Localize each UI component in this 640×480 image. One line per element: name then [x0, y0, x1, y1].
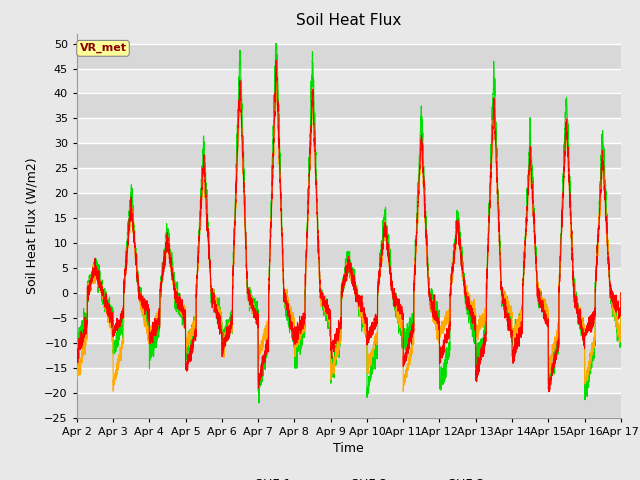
- Text: VR_met: VR_met: [79, 43, 127, 53]
- Legend: SHF 1, SHF 2, SHF 3: SHF 1, SHF 2, SHF 3: [209, 473, 489, 480]
- Bar: [77, 293, 621, 318]
- Bar: [77, 318, 621, 343]
- Y-axis label: Soil Heat Flux (W/m2): Soil Heat Flux (W/m2): [26, 157, 38, 294]
- Bar: [77, 44, 621, 69]
- Bar: [77, 343, 621, 368]
- Title: Soil Heat Flux: Soil Heat Flux: [296, 13, 401, 28]
- Bar: [77, 393, 621, 418]
- Bar: [77, 268, 621, 293]
- Bar: [77, 193, 621, 218]
- Bar: [77, 168, 621, 193]
- Bar: [77, 218, 621, 243]
- Bar: [77, 243, 621, 268]
- Bar: [77, 94, 621, 119]
- Bar: [77, 69, 621, 94]
- Bar: [77, 368, 621, 393]
- Bar: [77, 119, 621, 144]
- X-axis label: Time: Time: [333, 442, 364, 455]
- Bar: [77, 144, 621, 168]
